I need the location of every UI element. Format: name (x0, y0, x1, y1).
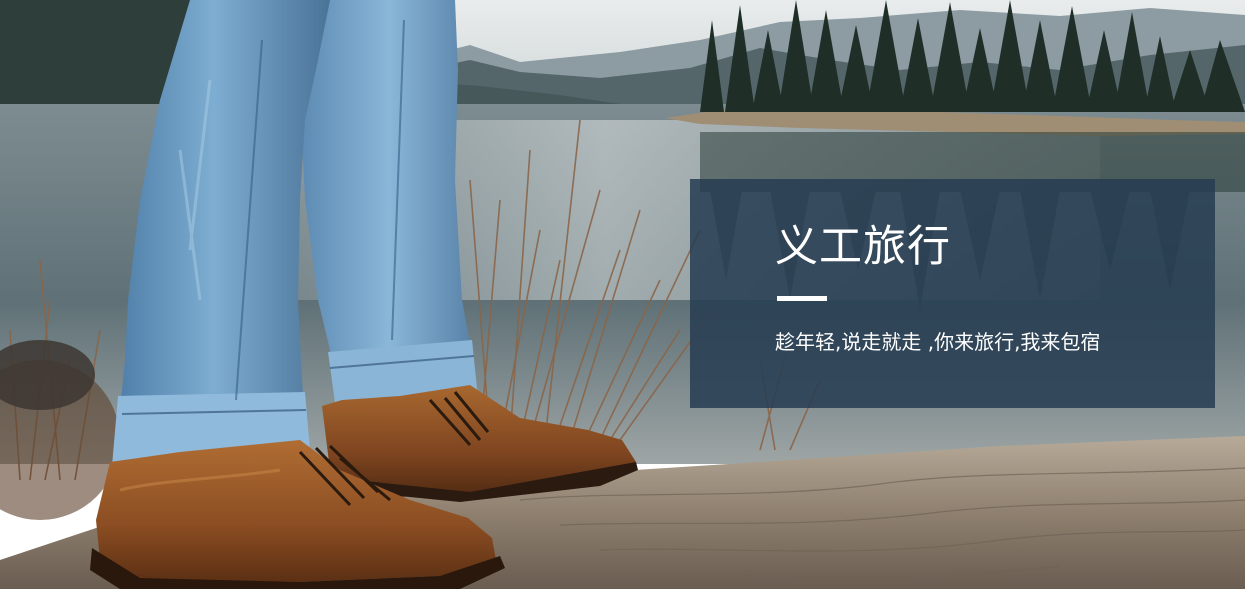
jeans-back-leg (300, 0, 478, 410)
forest-left (0, 0, 620, 112)
boot-front (96, 440, 496, 582)
banner-subtitle: 趁年轻,说走就走 ,你来旅行,我来包宿 (775, 330, 1101, 354)
title-divider (777, 296, 827, 301)
pine-trees (700, 0, 1245, 112)
jeans-front-leg (118, 0, 330, 432)
log-texture (519, 467, 1245, 578)
rock-left (0, 340, 95, 410)
island-shore (665, 108, 1245, 136)
promo-overlay-card: 义工旅行 趁年轻,说走就走 ,你来旅行,我来包宿 (690, 179, 1215, 408)
banner-title: 义工旅行 (775, 222, 951, 272)
boot-back (322, 385, 636, 498)
